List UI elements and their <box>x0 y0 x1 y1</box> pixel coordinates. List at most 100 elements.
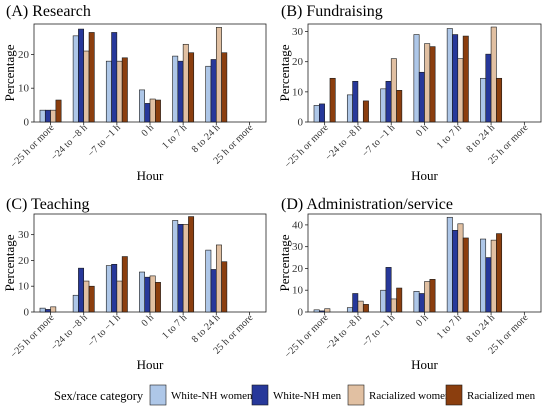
y-axis-label: Percentage <box>2 44 17 101</box>
x-tick-label: −7 to −1 h <box>360 122 397 159</box>
bar <box>116 280 123 313</box>
bar <box>424 43 431 123</box>
panel-3: (C) Teaching 0 10 20 30 −25 h or more−24 to −… <box>2 196 267 372</box>
bar <box>44 109 51 123</box>
bar <box>413 34 420 123</box>
legend-swatch <box>445 384 463 406</box>
x-tick-label: 0 h <box>414 312 431 329</box>
bar <box>78 267 85 313</box>
panel-title: (C) Teaching <box>6 196 89 213</box>
bar <box>149 98 156 123</box>
x-axis-label: Hour <box>411 357 438 372</box>
bar <box>457 223 464 313</box>
x-tick-label: −25 h or more <box>9 122 57 170</box>
bar <box>313 309 320 313</box>
legend-swatch <box>251 384 269 406</box>
legend: Sex/race category White-NH women White-NH … <box>54 384 536 406</box>
bar <box>385 267 392 313</box>
y-axis-label: Percentage <box>277 234 292 291</box>
bar <box>380 289 387 313</box>
legend-label: Racialized men <box>467 390 536 402</box>
y-axis-label: Percentage <box>277 44 292 101</box>
bar <box>116 60 123 123</box>
legend-title: Sex/race category <box>54 389 144 403</box>
x-tick-label: −7 to −1 h <box>86 122 123 159</box>
bar <box>462 35 469 123</box>
bar <box>380 88 387 123</box>
x-tick-label: 8 to 24 h <box>464 312 497 345</box>
x-axis-label: Hour <box>137 357 164 372</box>
bar <box>490 239 497 313</box>
bar <box>413 291 420 313</box>
bar <box>121 256 128 313</box>
bar <box>396 90 403 123</box>
y-tick-label: 0 <box>24 307 30 319</box>
panel-title: (D) Administration/service <box>281 196 453 213</box>
bar <box>72 294 79 313</box>
bar <box>424 281 431 313</box>
bar <box>205 65 212 123</box>
x-tick-label: 1 to 7 h <box>435 312 464 341</box>
legend-label: Racialized women <box>369 390 451 402</box>
bar <box>182 43 189 123</box>
y-tick-label: 0 <box>298 307 304 319</box>
bar <box>485 257 492 313</box>
bar <box>418 293 425 313</box>
bar <box>446 28 453 123</box>
y-tick-label: 20 <box>18 255 30 267</box>
bar <box>105 265 112 313</box>
bar <box>177 224 184 313</box>
x-tick-label: −25 h or more <box>283 122 331 170</box>
bar <box>139 271 145 313</box>
x-axis-label: Hour <box>137 168 164 183</box>
bar <box>385 80 392 123</box>
bar <box>44 309 51 313</box>
bar <box>346 94 353 123</box>
y-tick-label: 10 <box>18 281 30 293</box>
bar <box>362 100 369 123</box>
bar <box>221 52 228 123</box>
bar <box>121 57 128 123</box>
bar <box>78 28 85 123</box>
bar <box>319 103 325 123</box>
panel-4: (D) Administration/service 0 10 20 30 40 −25 h… <box>277 196 542 372</box>
legend-swatch <box>347 384 365 406</box>
y-tick-label: 20 <box>18 49 30 61</box>
x-tick-label: −25 h or more <box>283 312 331 360</box>
y-tick-label: 10 <box>18 83 30 95</box>
bar <box>155 99 161 123</box>
x-tick-label: 1 to 7 h <box>160 122 189 151</box>
bar <box>313 105 320 123</box>
bar <box>50 306 57 313</box>
bar <box>83 50 90 123</box>
bar <box>480 238 487 313</box>
bar <box>172 220 179 313</box>
bar <box>144 103 151 123</box>
bar <box>105 60 112 123</box>
bar <box>177 60 184 123</box>
bar <box>396 287 403 313</box>
bar <box>88 285 95 313</box>
bar <box>221 261 228 313</box>
panel-1: (A) Research 0 10 20 −25 h or more−24 to −8 … <box>2 3 267 183</box>
bar <box>39 307 46 313</box>
bar <box>144 276 151 313</box>
bar <box>72 35 79 123</box>
y-tick-label: 30 <box>292 26 304 38</box>
bar <box>139 89 145 123</box>
bar <box>490 26 497 123</box>
y-tick-label: 10 <box>292 86 304 98</box>
bar <box>111 32 118 123</box>
bar <box>205 249 212 313</box>
bar <box>155 282 161 313</box>
bar <box>352 80 359 123</box>
x-tick-label: −24 to −8 h <box>323 122 364 163</box>
x-tick-label: 1 to 7 h <box>160 312 189 341</box>
bar <box>83 280 90 313</box>
bar <box>210 59 217 123</box>
x-tick-label: −25 h or more <box>9 312 57 360</box>
panel-title: (B) Fundraising <box>281 3 383 20</box>
y-tick-label: 20 <box>292 56 304 68</box>
x-tick-label: 8 to 24 h <box>190 312 223 345</box>
